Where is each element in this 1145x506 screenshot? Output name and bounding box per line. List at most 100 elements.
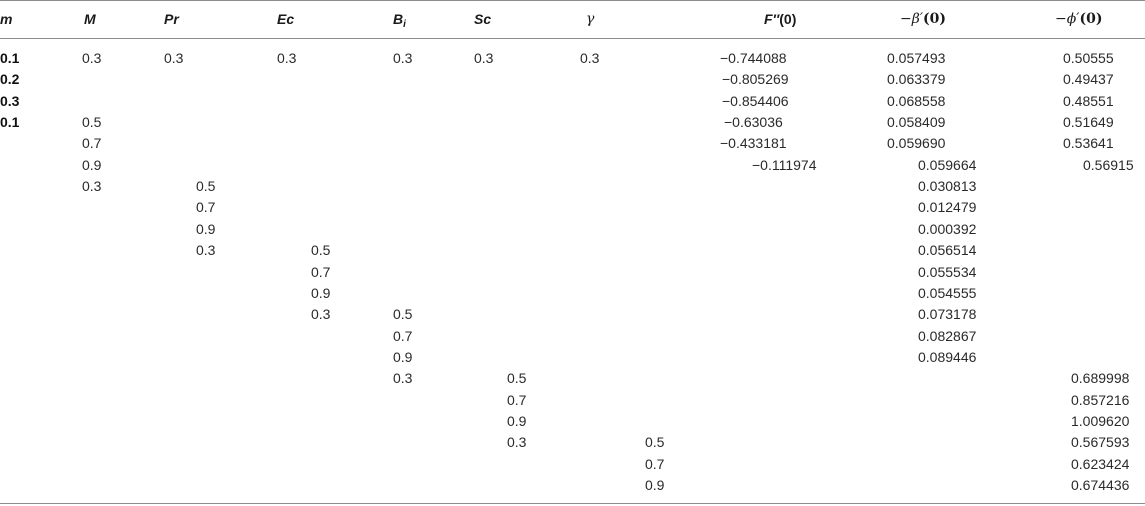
table-row: 0.7 0.857216 [0,390,1145,411]
cell-beta: 0.054555 [918,284,977,301]
cell-beta: 0.068558 [887,92,946,109]
cell-m: 0.3 [0,92,20,109]
header-Bi-base: B [393,11,404,27]
cell-pr: 0.5 [196,178,216,195]
table-row: 0.3 −0.854406 0.068558 0.48551 [0,91,1145,112]
cell-gamma: 0.7 [645,455,665,472]
header-Bi-subscript: i [403,19,406,30]
cell-m: 0.2 [0,71,20,88]
cell-bi: 0.3 [393,370,413,387]
cell-phi: 0.689998 [1071,370,1130,387]
cell-m: 0.9 [82,156,102,173]
cell-sc: 0.9 [507,412,527,429]
cell-m: 0.3 [82,50,102,66]
table-top-rule [0,0,1145,1]
cell-gamma: 0.9 [645,477,665,493]
cell-beta: 0.059664 [918,156,977,173]
cell-sc: 0.3 [507,434,527,451]
cell-ec: 0.9 [311,284,331,301]
cell-beta: 0.057493 [887,50,946,66]
cell-phi: 0.48551 [1063,92,1114,109]
cell-phi: 0.623424 [1071,455,1130,472]
cell-beta: 0.063379 [887,71,946,88]
cell-f: −0.744088 [720,50,787,66]
cell-beta: 0.055534 [918,263,977,280]
header-beta-main: −β′ [900,11,924,27]
cell-phi: 0.51649 [1063,114,1114,131]
cell-beta: 0.059690 [887,135,946,152]
table-row: 0.9 0.674436 [0,475,1145,496]
header-Pr: Pr [164,11,179,27]
cell-phi: 0.50555 [1063,50,1114,66]
cell-m: 0.1 [0,50,20,66]
header-f-arg: (0) [779,11,797,27]
cell-ec: 0.3 [277,50,297,66]
header-Sc: Sc [474,11,492,27]
cell-gamma: 0.5 [645,434,665,451]
table-row: 0.3 0.5 0.073178 [0,304,1145,325]
table-row: 0.9 0.054555 [0,283,1145,304]
table-row: 0.3 0.5 0.567593 [0,432,1145,453]
cell-phi: 0.674436 [1071,477,1130,493]
cell-phi: 0.56915 [1083,156,1134,173]
table-row: 0.1 0.5 −0.63036 0.058409 0.51649 [0,112,1145,133]
cell-beta: 0.000392 [918,220,977,237]
table-row: 0.9 0.089446 [0,347,1145,368]
cell-m: 0.3 [82,178,102,195]
cell-ec: 0.5 [311,242,331,259]
table-row: 0.2 −0.805269 0.063379 0.49437 [0,69,1145,90]
header-Bi: Bi [393,10,406,34]
table-row: 0.3 0.5 0.689998 [0,368,1145,389]
header-phi-arg: (0) [1079,11,1103,27]
header-f-main: F′′ [764,11,780,27]
table-row: 0.3 0.5 0.030813 [0,176,1145,197]
cell-f: −0.111974 [752,156,817,173]
cell-f: −0.433181 [720,135,787,152]
cell-pr: 0.9 [196,220,216,237]
table-row: 0.7 0.012479 [0,197,1145,218]
cell-sc: 0.3 [474,50,494,66]
table-row: 0.7 0.082867 [0,326,1145,347]
cell-phi: 0.53641 [1063,135,1114,152]
table-header-rule [0,38,1145,39]
cell-f: −0.805269 [722,71,789,88]
cell-bi: 0.3 [393,50,413,66]
cell-sc: 0.5 [507,370,527,387]
cell-beta: 0.082867 [918,327,977,344]
header-beta-prime: −β′(0) [900,10,946,28]
cell-phi: 0.567593 [1071,434,1130,451]
cell-beta: 0.056514 [918,242,977,259]
cell-m: 0.1 [0,114,20,131]
header-Ec: Ec [277,11,295,27]
cell-f: −0.854406 [722,92,789,109]
table-row: 0.9 0.000392 [0,219,1145,240]
cell-m: 0.5 [82,114,102,131]
cell-f: −0.63036 [724,114,783,131]
header-m: m [0,11,13,27]
cell-beta: 0.030813 [918,178,977,195]
cell-beta: 0.073178 [918,306,977,323]
cell-beta: 0.089446 [918,348,977,365]
table-row: 0.9 1.009620 [0,411,1145,432]
cell-ec: 0.7 [311,263,331,280]
cell-ec: 0.3 [311,306,331,323]
cell-phi: 1.009620 [1071,412,1130,429]
table-row: 0.7 −0.433181 0.059690 0.53641 [0,133,1145,154]
table-row: 0.7 0.055534 [0,262,1145,283]
cell-bi: 0.7 [393,327,413,344]
table-bottom-rule [0,503,1145,504]
header-gamma: γ [586,11,595,27]
header-M: M [84,11,96,27]
cell-gamma: 0.3 [580,50,600,66]
cell-bi: 0.5 [393,306,413,323]
cell-sc: 0.7 [507,391,527,408]
header-beta-arg: (0) [923,11,947,27]
table-row: 0.9 −0.111974 0.059664 0.56915 [0,155,1145,176]
cell-bi: 0.9 [393,348,413,365]
header-phi-main: −ϕ′ [1055,11,1080,27]
cell-pr: 0.3 [196,242,216,259]
header-phi-prime: −ϕ′(0) [1055,10,1102,28]
cell-m: 0.7 [82,135,102,152]
cell-pr: 0.3 [164,50,184,66]
